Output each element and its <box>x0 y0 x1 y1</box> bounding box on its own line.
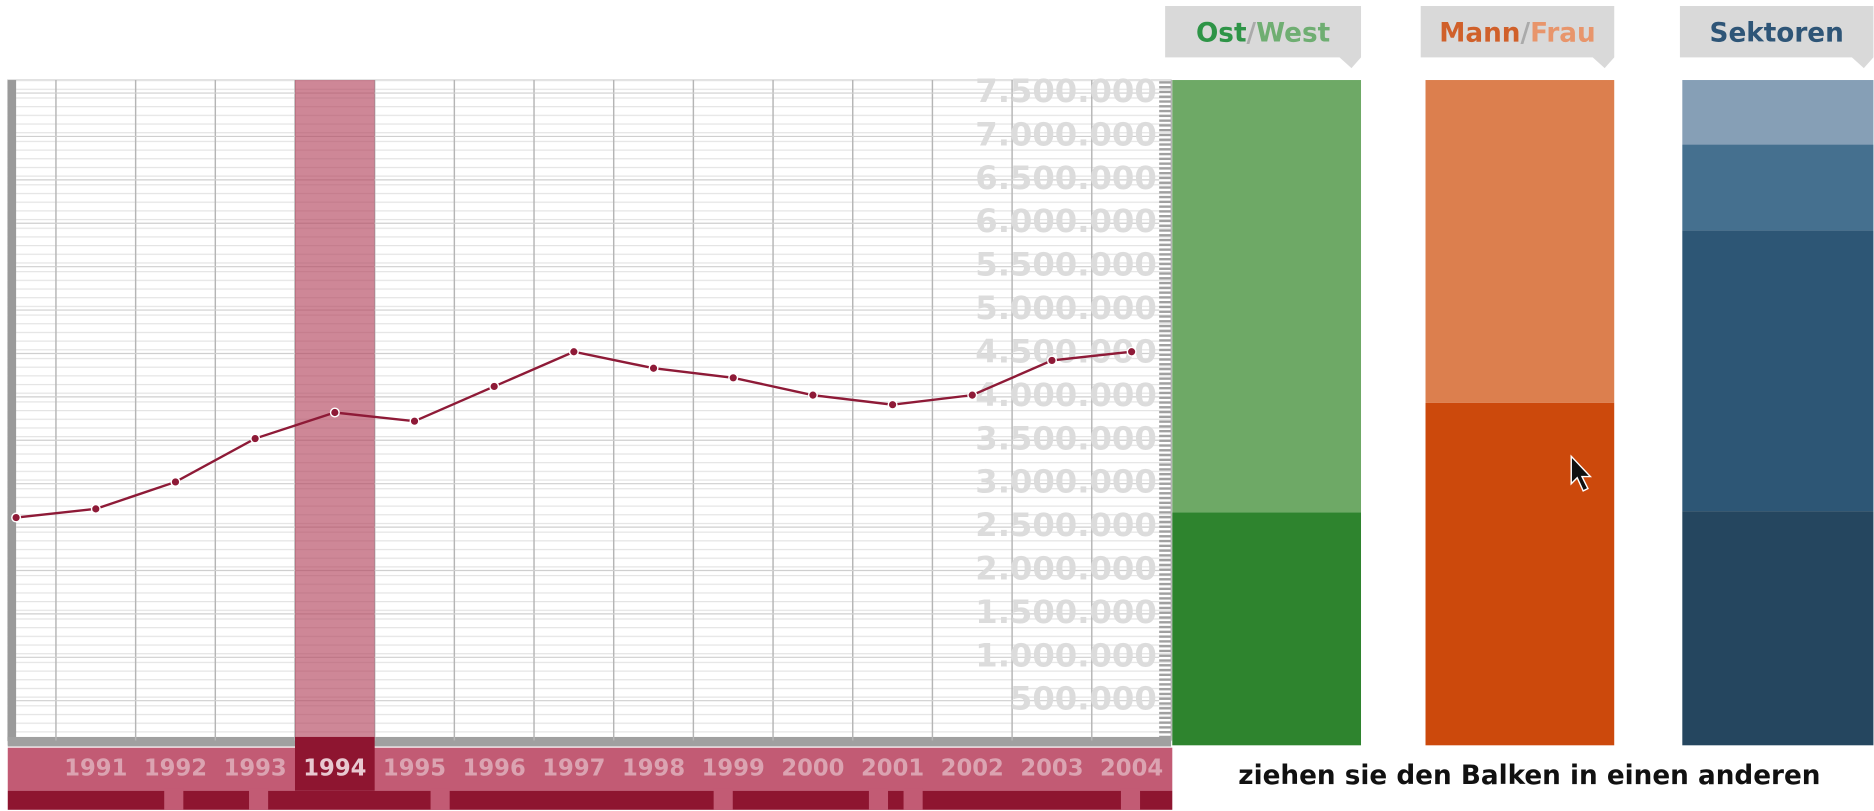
y-tick-label: 500.000 <box>1010 680 1157 718</box>
panel-tab <box>1165 5 1362 69</box>
x-tick-label[interactable]: 1997 <box>542 756 605 782</box>
x-tick-label[interactable]: 2004 <box>1100 756 1163 782</box>
panel-title: Sektoren <box>1710 18 1844 48</box>
stack-segment[interactable] <box>1425 80 1615 403</box>
panel-title-part: / <box>1247 18 1257 48</box>
panel-tab <box>1420 5 1615 69</box>
data-point <box>90 503 101 514</box>
panel-title: Ost/West <box>1196 18 1330 48</box>
y-tick-label: 4.000.000 <box>975 376 1156 414</box>
data-point <box>489 381 500 392</box>
x-tick-label[interactable]: 2002 <box>941 756 1004 782</box>
strip-notches <box>164 788 1141 810</box>
y-tick-label: 1.000.000 <box>975 636 1156 674</box>
selected-year[interactable] <box>294 736 375 791</box>
x-tick-label[interactable]: 1993 <box>224 756 287 782</box>
panels: Ost/West Mann/Frau Sektoren <box>1165 5 1874 746</box>
data-point <box>1126 346 1137 357</box>
x-tick-label[interactable]: 1995 <box>383 756 446 782</box>
x-tick-label[interactable]: 2001 <box>861 756 924 782</box>
x-tick-label[interactable]: 1994 <box>303 756 366 782</box>
panel-title-part: Frau <box>1530 18 1596 48</box>
x-tick-label[interactable]: 1998 <box>622 756 685 782</box>
panel-title-part: West <box>1256 18 1330 48</box>
y-tick-label: 7.500.000 <box>975 72 1156 110</box>
data-point <box>250 433 261 444</box>
data-point <box>807 390 818 401</box>
panel-title-part: Ost <box>1196 18 1247 48</box>
x-tick-label[interactable]: 1991 <box>64 756 127 782</box>
y-tick-label: 3.500.000 <box>975 419 1156 457</box>
minor-grid <box>7 80 1172 741</box>
y-tick-label: 3.000.000 <box>975 463 1156 501</box>
stack-segment[interactable] <box>1425 402 1615 746</box>
y-tick-label: 5.000.000 <box>975 289 1156 327</box>
data-point <box>728 372 739 383</box>
data-point <box>967 390 978 401</box>
right-border <box>1159 80 1172 741</box>
panel-tab <box>1679 5 1874 69</box>
y-tick-label: 1.500.000 <box>975 593 1156 631</box>
data-point <box>887 399 898 410</box>
y-tick-label: 6.000.000 <box>975 202 1156 240</box>
stack-segment[interactable] <box>1682 511 1874 746</box>
left-border <box>7 80 17 746</box>
stack-segment[interactable] <box>1682 144 1874 231</box>
data-point <box>170 476 181 487</box>
data-point <box>11 512 22 523</box>
y-tick-label: 2.000.000 <box>975 549 1156 587</box>
y-tick-label: 7.000.000 <box>975 115 1156 153</box>
data-point <box>1046 355 1057 366</box>
data-point <box>648 363 659 374</box>
data-point <box>329 407 340 418</box>
chart: 500.000 1.000.000 1.500.000 2.000.000 2.500.… <box>7 72 1173 791</box>
y-tick-label: 5.500.000 <box>975 246 1156 284</box>
x-tick-label[interactable]: 2000 <box>781 756 844 782</box>
x-tick-label[interactable]: 1992 <box>144 756 207 782</box>
data-point <box>568 346 579 357</box>
bottom-border <box>7 736 1172 747</box>
y-tick-label: 2.500.000 <box>975 506 1156 544</box>
stack-segment[interactable] <box>1682 80 1874 145</box>
cursor <box>1570 454 1592 492</box>
stack-segment[interactable] <box>1682 230 1874 512</box>
hint: ziehen sie den Balken in einen anderen <box>1238 761 1820 791</box>
x-tick-label[interactable]: 1999 <box>702 756 765 782</box>
x-axis-band <box>7 747 1173 791</box>
x-tick-label[interactable]: 2003 <box>1020 756 1083 782</box>
panel-title-part: Sektoren <box>1710 18 1844 48</box>
panel-title-part: / <box>1520 18 1530 48</box>
stack-segment[interactable] <box>1172 512 1362 746</box>
data-point <box>409 416 420 427</box>
y-tick-label: 6.500.000 <box>975 159 1156 197</box>
stack-segment[interactable] <box>1172 80 1362 513</box>
x-tick-label[interactable]: 1996 <box>463 756 526 782</box>
panel-title: Mann/Frau <box>1439 18 1595 48</box>
panel-title-part: Mann <box>1439 18 1520 48</box>
